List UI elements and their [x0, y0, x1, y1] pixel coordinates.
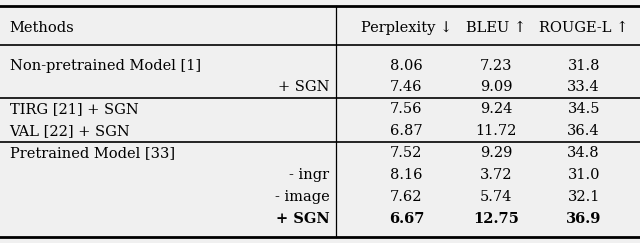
- Text: Methods: Methods: [10, 21, 74, 35]
- Text: 8.16: 8.16: [390, 168, 422, 182]
- Text: 7.23: 7.23: [480, 59, 512, 73]
- Text: VAL [22] + SGN: VAL [22] + SGN: [10, 124, 131, 138]
- Text: 34.5: 34.5: [568, 102, 600, 116]
- Text: 11.72: 11.72: [476, 124, 516, 138]
- Text: 7.62: 7.62: [390, 190, 422, 204]
- Text: 36.9: 36.9: [566, 212, 602, 226]
- Text: 9.29: 9.29: [480, 146, 512, 160]
- Text: 34.8: 34.8: [568, 146, 600, 160]
- Text: ROUGE-L ↑: ROUGE-L ↑: [539, 21, 628, 35]
- Text: - image: - image: [275, 190, 330, 204]
- Text: 33.4: 33.4: [568, 80, 600, 95]
- Text: - ingr: - ingr: [289, 168, 330, 182]
- Text: Pretrained Model [33]: Pretrained Model [33]: [10, 146, 175, 160]
- Text: BLEU ↑: BLEU ↑: [466, 21, 526, 35]
- Text: 31.0: 31.0: [568, 168, 600, 182]
- Text: 9.09: 9.09: [480, 80, 512, 95]
- Text: + SGN: + SGN: [276, 212, 330, 226]
- Text: TIRG [21] + SGN: TIRG [21] + SGN: [10, 102, 138, 116]
- Text: 7.56: 7.56: [390, 102, 422, 116]
- Text: 8.06: 8.06: [390, 59, 423, 73]
- Text: 7.46: 7.46: [390, 80, 422, 95]
- Text: 3.72: 3.72: [480, 168, 512, 182]
- Text: 12.75: 12.75: [473, 212, 519, 226]
- Text: 7.52: 7.52: [390, 146, 422, 160]
- Text: Non-pretrained Model [1]: Non-pretrained Model [1]: [10, 59, 201, 73]
- Text: 6.87: 6.87: [390, 124, 422, 138]
- Text: + SGN: + SGN: [278, 80, 330, 95]
- Text: 9.24: 9.24: [480, 102, 512, 116]
- Text: 31.8: 31.8: [568, 59, 600, 73]
- Text: 36.4: 36.4: [568, 124, 600, 138]
- Text: 32.1: 32.1: [568, 190, 600, 204]
- Text: 6.67: 6.67: [388, 212, 424, 226]
- Text: Perplexity ↓: Perplexity ↓: [361, 21, 452, 35]
- Text: 5.74: 5.74: [480, 190, 512, 204]
